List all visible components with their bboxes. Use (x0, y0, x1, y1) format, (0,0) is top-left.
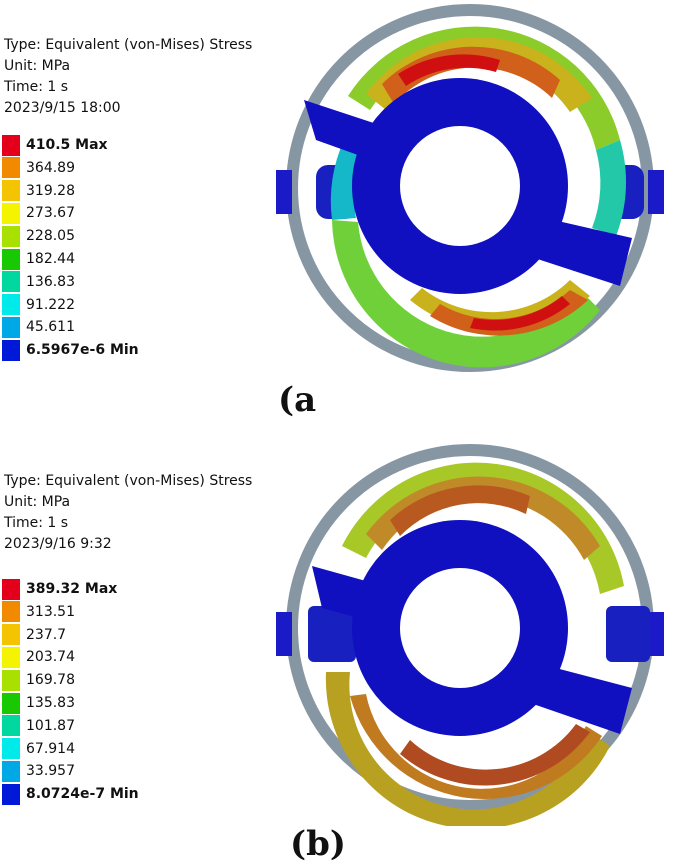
figure-caption: (b) (290, 824, 346, 864)
panel-a: Type: Equivalent (von-Mises) Stress Unit… (0, 0, 685, 432)
legend-label: 228.05 (26, 228, 75, 245)
legend-label: 389.32 Max (26, 581, 118, 597)
legend-swatch (2, 669, 20, 691)
legend-entry: 228.05 (2, 225, 75, 247)
legend-label: 135.83 (26, 695, 75, 711)
result-info: Type: Equivalent (von-Mises) Stress Unit… (4, 35, 252, 119)
legend-entry: 8.0724e-7 Min (2, 783, 139, 805)
legend-label: 101.87 (26, 717, 75, 734)
legend-swatch (2, 202, 20, 224)
legend-swatch (2, 180, 20, 202)
rotor-arm-right (510, 210, 632, 286)
rotor-arm-left (312, 566, 420, 632)
legend-entry: 313.51 (2, 601, 75, 623)
legend-entry: 45.611 (2, 316, 75, 338)
legend-entry: 136.83 (2, 271, 75, 293)
legend-entry: 364.89 (2, 157, 75, 179)
legend-entry: 237.7 (2, 624, 67, 646)
legend-swatch (2, 692, 20, 714)
legend-entry: 67.914 (2, 738, 75, 760)
legend-swatch (2, 134, 20, 156)
right-bearing (606, 606, 650, 662)
legend-label: 410.5 Max (26, 137, 108, 153)
result-unit: Unit: MPa (4, 58, 71, 74)
legend-swatch (2, 271, 20, 293)
legend-entry: 33.957 (2, 760, 75, 782)
result-date: 2023/9/16 9:32 (4, 536, 112, 552)
rotor-arm-right (510, 656, 632, 734)
legend-swatch (2, 646, 20, 668)
legend-entry: 6.5967e-6 Min (2, 339, 139, 361)
legend-label: 6.5967e-6 Min (26, 342, 139, 359)
legend-label: 203.74 (26, 649, 75, 666)
legend-swatch (2, 715, 20, 737)
left-bearing (308, 606, 356, 662)
result-time: Time: 1 s (4, 515, 69, 531)
legend-entry: 203.74 (2, 646, 75, 668)
legend-swatch (2, 738, 20, 760)
legend-label: 8.0724e-7 Min (26, 786, 139, 803)
result-info: Type: Equivalent (von-Mises) Stress Unit… (4, 471, 252, 555)
legend-entry: 91.222 (2, 294, 75, 316)
legend-swatch (2, 157, 20, 179)
legend-label: 169.78 (26, 672, 75, 689)
figure-caption: (a (278, 380, 317, 420)
result-time: Time: 1 s (4, 79, 69, 95)
legend-entry: 319.28 (2, 180, 75, 202)
legend-swatch (2, 225, 20, 247)
legend-swatch (2, 760, 20, 782)
legend-entry: 169.78 (2, 669, 75, 691)
shaft-bore (400, 126, 520, 246)
legend-label: 313.51 (26, 603, 75, 620)
stress-contour-model (276, 4, 664, 372)
legend-swatch (2, 294, 20, 316)
legend-label: 364.89 (26, 159, 75, 176)
rotor-arm-left (304, 100, 410, 170)
legend-swatch (2, 316, 20, 338)
legend-swatch (2, 601, 20, 623)
panel-b: Type: Equivalent (von-Mises) Stress Unit… (0, 436, 685, 868)
legend-label: 273.67 (26, 205, 75, 222)
legend-entry: 135.83 (2, 692, 75, 714)
legend-swatch (2, 783, 20, 805)
shaft-bore (400, 568, 520, 688)
result-date: 2023/9/15 18:00 (4, 100, 121, 116)
legend-label: 91.222 (26, 296, 75, 313)
legend-label: 67.914 (26, 740, 75, 757)
right-pin (648, 612, 664, 656)
legend-label: 182.44 (26, 251, 75, 267)
legend-entry: 101.87 (2, 715, 75, 737)
result-type: Type: Equivalent (von-Mises) Stress (4, 473, 253, 489)
result-unit: Unit: MPa (4, 494, 71, 510)
legend-label: 45.611 (26, 319, 75, 336)
legend-label: 237.7 (26, 626, 67, 643)
legend-swatch (2, 578, 20, 600)
legend-label: 319.28 (26, 182, 75, 199)
legend-entry: 410.5 Max (2, 134, 108, 156)
legend-entry: 389.32 Max (2, 578, 118, 600)
legend-swatch (2, 339, 20, 361)
right-pin (648, 170, 664, 214)
stress-contour-model (276, 444, 664, 826)
legend-label: 33.957 (26, 763, 75, 780)
legend-swatch (2, 248, 20, 270)
result-type: Type: Equivalent (von-Mises) Stress (4, 37, 253, 53)
legend-swatch (2, 624, 20, 646)
left-pin (276, 612, 292, 656)
left-pin (276, 170, 292, 214)
legend-entry: 182.44 (2, 248, 75, 270)
legend-label: 136.83 (26, 273, 75, 290)
legend-entry: 273.67 (2, 202, 75, 224)
